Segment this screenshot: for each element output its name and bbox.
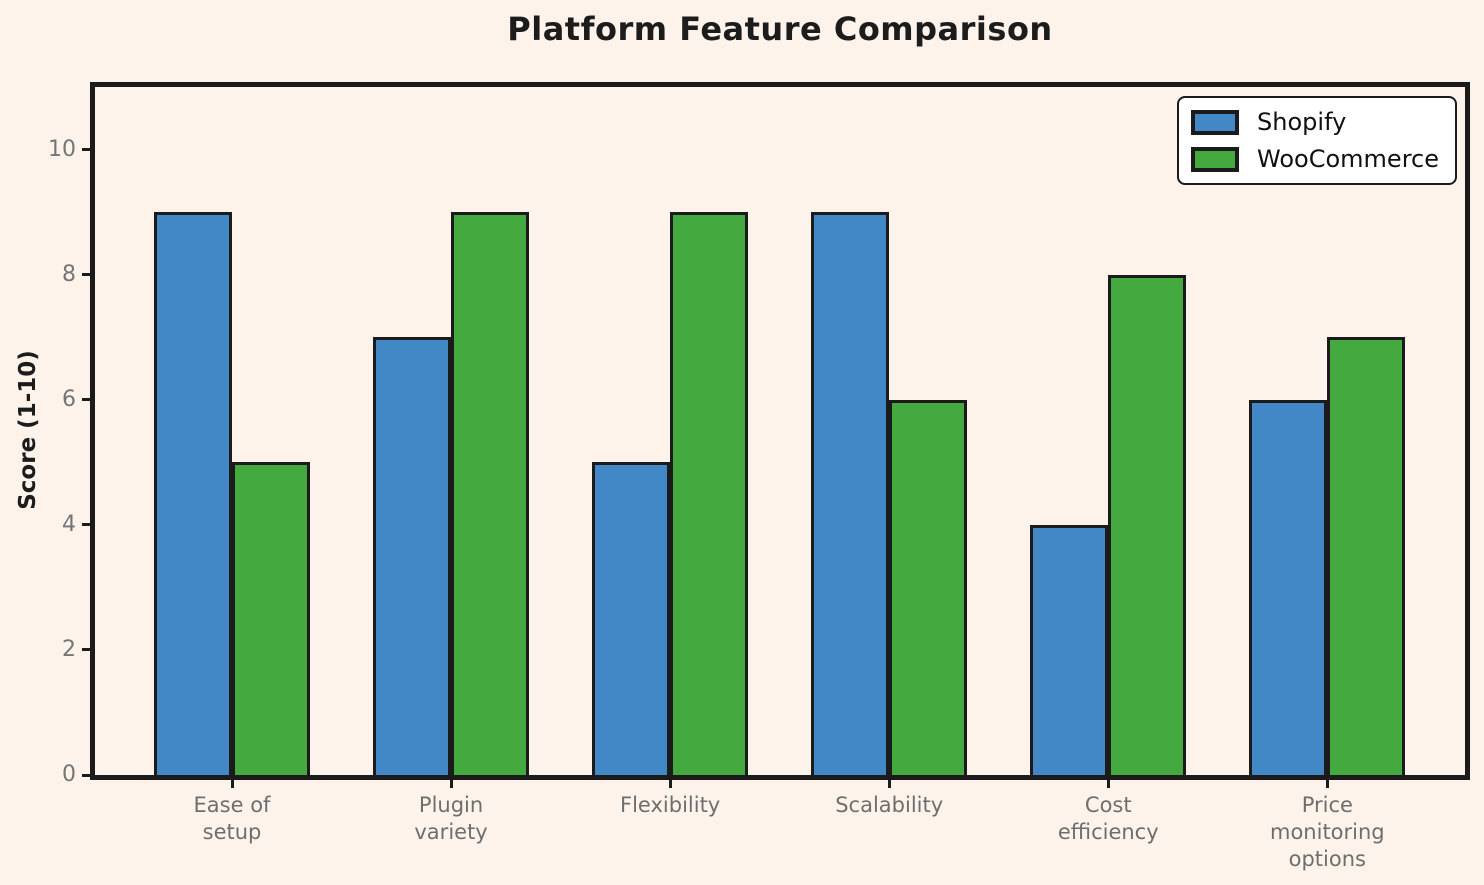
x-tick-mark-5 bbox=[1325, 780, 1329, 788]
x-tick-label-0: Ease of setup bbox=[193, 793, 271, 844]
legend: Shopify WooCommerce bbox=[1177, 96, 1457, 185]
bar-shopify-5 bbox=[1249, 399, 1328, 775]
bar-woocommerce-0 bbox=[232, 462, 310, 775]
chart-title: Platform Feature Comparison bbox=[507, 10, 1053, 48]
x-tick-mark-4 bbox=[1106, 780, 1110, 788]
x-tick-label-2: Flexibility bbox=[620, 793, 721, 817]
legend-row-woocommerce: WooCommerce bbox=[1191, 145, 1439, 173]
y-tick-mark-8 bbox=[82, 273, 90, 277]
y-axis-label: Score (1-10) bbox=[15, 350, 41, 510]
plot-area: Shopify WooCommerce bbox=[90, 82, 1470, 780]
y-tick-label-6: 6 bbox=[62, 386, 76, 412]
y-tick-label-8: 8 bbox=[62, 261, 76, 287]
y-tick-label-10: 10 bbox=[48, 136, 76, 162]
y-tick-label-2: 2 bbox=[62, 636, 76, 662]
x-tick-mark-2 bbox=[668, 780, 672, 788]
y-tick-mark-4 bbox=[82, 523, 90, 527]
x-tick-label-1: Plugin variety bbox=[414, 793, 488, 844]
x-tick-mark-3 bbox=[887, 780, 891, 788]
bar-woocommerce-1 bbox=[451, 212, 530, 775]
bar-woocommerce-5 bbox=[1327, 337, 1406, 775]
bars-layer bbox=[95, 87, 1465, 775]
y-tick-label-4: 4 bbox=[62, 511, 76, 537]
bar-woocommerce-2 bbox=[670, 212, 749, 775]
legend-label-woocommerce: WooCommerce bbox=[1257, 145, 1439, 173]
y-tick-mark-2 bbox=[82, 648, 90, 652]
y-tick-mark-6 bbox=[82, 398, 90, 402]
bar-shopify-0 bbox=[153, 212, 232, 775]
bar-woocommerce-3 bbox=[889, 399, 968, 775]
bar-shopify-1 bbox=[373, 337, 452, 775]
y-tick-mark-10 bbox=[82, 148, 90, 152]
bar-shopify-3 bbox=[811, 212, 890, 775]
legend-label-shopify: Shopify bbox=[1257, 108, 1347, 136]
x-tick-mark-1 bbox=[449, 780, 453, 788]
x-tick-label-3: Scalability bbox=[835, 793, 944, 817]
bar-shopify-4 bbox=[1030, 524, 1109, 775]
y-tick-mark-0 bbox=[82, 773, 90, 777]
bar-shopify-2 bbox=[592, 462, 671, 775]
woocommerce-swatch-icon bbox=[1191, 146, 1240, 172]
bar-woocommerce-4 bbox=[1108, 274, 1187, 775]
x-tick-label-4: Cost efficiency bbox=[1057, 793, 1159, 844]
x-tick-mark-0 bbox=[230, 780, 234, 788]
legend-row-shopify: Shopify bbox=[1191, 108, 1439, 136]
x-tick-label-5: Price monitoring options bbox=[1269, 793, 1385, 871]
shopify-swatch-icon bbox=[1191, 109, 1240, 135]
y-tick-label-0: 0 bbox=[62, 762, 76, 787]
